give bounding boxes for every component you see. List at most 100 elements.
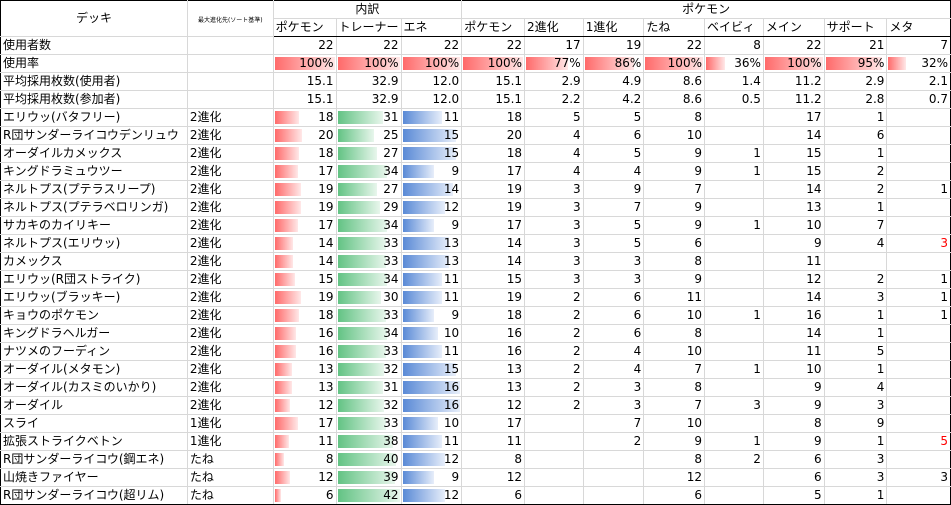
cell-value[interactable]: 2.8: [824, 90, 888, 109]
cell-value[interactable]: 9: [763, 234, 825, 253]
cell-value[interactable]: 10: [643, 414, 705, 433]
bar-cell[interactable]: 18: [272, 306, 337, 325]
bar-cell[interactable]: 19: [272, 198, 337, 217]
cell-value[interactable]: [704, 198, 764, 217]
bar-cell[interactable]: 20: [272, 126, 337, 145]
bar-cell[interactable]: 100%: [763, 54, 825, 73]
max-evolution[interactable]: 2進化: [187, 216, 274, 235]
cell-value[interactable]: [886, 414, 951, 433]
cell-value[interactable]: 14: [461, 234, 526, 253]
cell[interactable]: [187, 90, 274, 109]
cell-value[interactable]: 0.5: [704, 90, 764, 109]
cell-value[interactable]: 4.2: [583, 90, 645, 109]
cell-value[interactable]: 22: [272, 36, 337, 55]
cell-value[interactable]: 2: [524, 306, 584, 325]
cell-value[interactable]: 14: [763, 288, 825, 307]
cell-value[interactable]: 3: [524, 270, 584, 289]
max-evolution[interactable]: 2進化: [187, 288, 274, 307]
cell-value[interactable]: 2: [524, 378, 584, 397]
column-header[interactable]: たね: [643, 18, 705, 37]
cell-value[interactable]: 9: [643, 270, 705, 289]
bar-cell[interactable]: 9: [401, 468, 463, 487]
cell-value[interactable]: 8: [643, 252, 705, 271]
cell-value[interactable]: [886, 360, 951, 379]
bar-cell[interactable]: 12: [272, 396, 337, 415]
deck-name[interactable]: R団サンダーライコウ(鋼エネ): [0, 450, 188, 469]
cell-value[interactable]: 3: [886, 234, 951, 253]
bar-cell[interactable]: 14: [272, 234, 337, 253]
deck-name[interactable]: ネルトプス(エリウッ): [0, 234, 188, 253]
cell-value[interactable]: 1: [886, 306, 951, 325]
deck-name[interactable]: ネルトプス(プテラスリープ): [0, 180, 188, 199]
cell-value[interactable]: 6: [824, 126, 888, 145]
cell-value[interactable]: 3: [524, 180, 584, 199]
max-evolution[interactable]: 2進化: [187, 162, 274, 181]
column-header[interactable]: ポケモン: [272, 18, 337, 37]
cell-value[interactable]: 15: [763, 162, 825, 181]
cell-value[interactable]: 6: [583, 324, 645, 343]
cell-value[interactable]: 16: [763, 306, 825, 325]
cell-value[interactable]: 6: [583, 306, 645, 325]
cell-value[interactable]: 5: [583, 234, 645, 253]
cell-value[interactable]: 19: [461, 180, 526, 199]
cell-value[interactable]: [704, 414, 764, 433]
bar-cell[interactable]: 42: [336, 486, 402, 505]
bar-cell[interactable]: 9: [401, 216, 463, 235]
cell-value[interactable]: 1: [824, 432, 888, 451]
cell-value[interactable]: 5: [583, 108, 645, 127]
cell-value[interactable]: [583, 450, 645, 469]
cell-value[interactable]: 2.1: [886, 72, 951, 91]
bar-cell[interactable]: 34: [336, 270, 402, 289]
cell-value[interactable]: 3: [524, 252, 584, 271]
cell-value[interactable]: 6: [643, 486, 705, 505]
cell-value[interactable]: 8: [763, 414, 825, 433]
cell-value[interactable]: 1: [704, 432, 764, 451]
cell-value[interactable]: 15.1: [461, 72, 526, 91]
cell-value[interactable]: 1: [886, 288, 951, 307]
cell-value[interactable]: 1: [824, 108, 888, 127]
cell-value[interactable]: 13: [461, 378, 526, 397]
bar-cell[interactable]: 17: [272, 216, 337, 235]
bar-cell[interactable]: 33: [336, 342, 402, 361]
bar-cell[interactable]: 12: [272, 468, 337, 487]
cell-value[interactable]: 22: [336, 36, 402, 55]
cell-value[interactable]: 9: [643, 432, 705, 451]
bar-cell[interactable]: 15: [401, 126, 463, 145]
cell-value[interactable]: 4: [583, 162, 645, 181]
cell-value[interactable]: 8.6: [643, 90, 705, 109]
cell-value[interactable]: 6: [583, 126, 645, 145]
bar-cell[interactable]: 38: [336, 432, 402, 451]
cell-value[interactable]: [524, 432, 584, 451]
cell-value[interactable]: 32.9: [336, 72, 402, 91]
bar-cell[interactable]: 27: [336, 180, 402, 199]
row-label[interactable]: 平均採用枚数(使用者): [0, 72, 188, 91]
cell-value[interactable]: 5: [886, 432, 951, 451]
bar-cell[interactable]: 17: [272, 162, 337, 181]
cell-value[interactable]: 8.6: [643, 72, 705, 91]
column-header[interactable]: エネ: [401, 18, 463, 37]
cell-value[interactable]: 17: [763, 108, 825, 127]
max-evolution[interactable]: 1進化: [187, 414, 274, 433]
cell-value[interactable]: 3: [524, 216, 584, 235]
cell-value[interactable]: 2: [524, 360, 584, 379]
cell-value[interactable]: 12: [461, 468, 526, 487]
cell-value[interactable]: [704, 324, 764, 343]
cell-value[interactable]: 17: [461, 414, 526, 433]
cell-value[interactable]: 8: [643, 324, 705, 343]
bar-cell[interactable]: 6: [272, 486, 337, 505]
cell-value[interactable]: 8: [704, 36, 764, 55]
cell-value[interactable]: [704, 180, 764, 199]
deck-name[interactable]: オーダイルカメックス: [0, 144, 188, 163]
cell-value[interactable]: 2: [524, 324, 584, 343]
breakdown-group-header[interactable]: 内訳: [272, 0, 463, 19]
cell-value[interactable]: [704, 288, 764, 307]
cell-value[interactable]: 7: [824, 216, 888, 235]
cell-value[interactable]: 7: [643, 360, 705, 379]
bar-cell[interactable]: 19: [272, 288, 337, 307]
row-label[interactable]: 使用者数: [0, 36, 188, 55]
cell-value[interactable]: [886, 126, 951, 145]
cell-value[interactable]: [704, 126, 764, 145]
cell-value[interactable]: 9: [643, 162, 705, 181]
cell-value[interactable]: 19: [583, 36, 645, 55]
cell-value[interactable]: 18: [461, 108, 526, 127]
